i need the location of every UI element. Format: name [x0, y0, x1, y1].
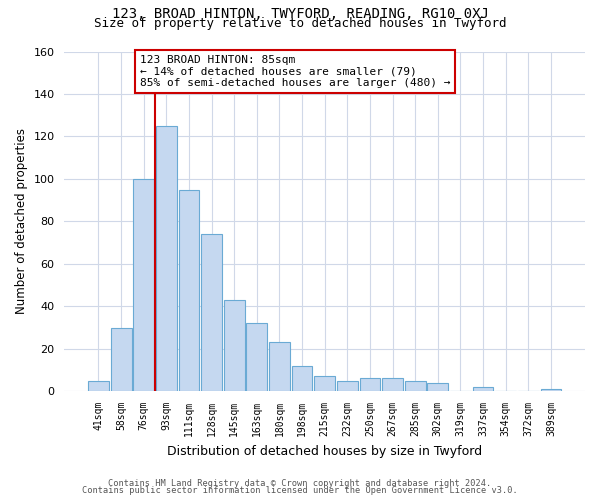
- Bar: [224, 300, 245, 391]
- Bar: [292, 366, 313, 391]
- Bar: [427, 382, 448, 391]
- Bar: [179, 190, 199, 391]
- Text: 123, BROAD HINTON, TWYFORD, READING, RG10 0XJ: 123, BROAD HINTON, TWYFORD, READING, RG1…: [112, 8, 488, 22]
- Y-axis label: Number of detached properties: Number of detached properties: [15, 128, 28, 314]
- Bar: [201, 234, 222, 391]
- Bar: [110, 328, 131, 391]
- Bar: [156, 126, 177, 391]
- Text: Size of property relative to detached houses in Twyford: Size of property relative to detached ho…: [94, 18, 506, 30]
- Text: Contains HM Land Registry data © Crown copyright and database right 2024.: Contains HM Land Registry data © Crown c…: [109, 478, 491, 488]
- Bar: [541, 389, 562, 391]
- Bar: [269, 342, 290, 391]
- Text: Contains public sector information licensed under the Open Government Licence v3: Contains public sector information licen…: [82, 486, 518, 495]
- Text: 123 BROAD HINTON: 85sqm
← 14% of detached houses are smaller (79)
85% of semi-de: 123 BROAD HINTON: 85sqm ← 14% of detache…: [140, 55, 451, 88]
- Bar: [382, 378, 403, 391]
- Bar: [88, 380, 109, 391]
- Bar: [405, 380, 425, 391]
- Bar: [314, 376, 335, 391]
- Bar: [337, 380, 358, 391]
- Bar: [247, 324, 267, 391]
- X-axis label: Distribution of detached houses by size in Twyford: Distribution of detached houses by size …: [167, 444, 482, 458]
- Bar: [473, 387, 493, 391]
- Bar: [133, 179, 154, 391]
- Bar: [359, 378, 380, 391]
